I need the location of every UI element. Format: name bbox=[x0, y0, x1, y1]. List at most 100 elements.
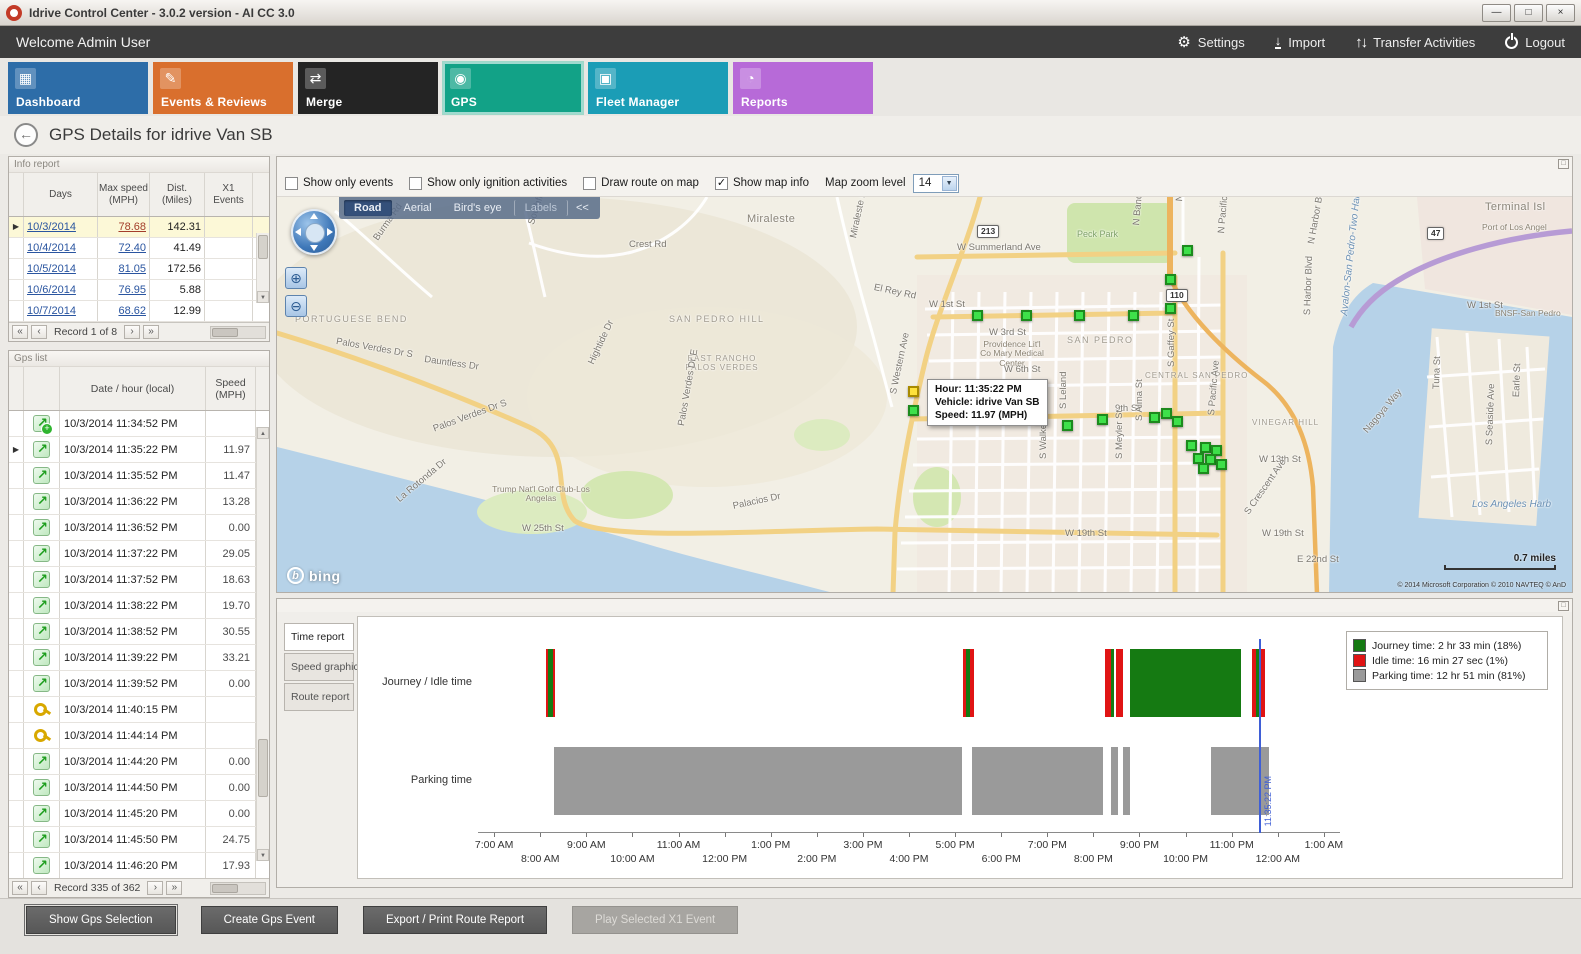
map-marker[interactable] bbox=[972, 310, 983, 321]
map-marker[interactable] bbox=[1216, 459, 1227, 470]
map-marker[interactable] bbox=[908, 405, 919, 416]
map-marker[interactable] bbox=[1172, 416, 1183, 427]
header-action-settings[interactable]: ⚙ Settings bbox=[1177, 35, 1244, 50]
pager-prev-button[interactable]: ‹ bbox=[31, 881, 47, 895]
max-speed-link[interactable]: 76.95 bbox=[118, 283, 146, 296]
pager-next-button[interactable]: › bbox=[147, 881, 164, 895]
table-row[interactable]: 10/3/2014 11:39:52 PM0.00 bbox=[9, 671, 269, 697]
info-report-vertical-scrollbar[interactable]: ▼ bbox=[256, 233, 269, 303]
footer-button-export-print-route-report[interactable]: Export / Print Route Report bbox=[362, 906, 548, 934]
nav-tile-reports[interactable]: ◔ Reports bbox=[733, 62, 873, 114]
map-marker[interactable] bbox=[1200, 442, 1211, 453]
table-row[interactable]: 10/3/2014 11:44:14 PM bbox=[9, 723, 269, 749]
max-speed-link[interactable]: 68.62 bbox=[118, 304, 146, 317]
map-zoom-in-button[interactable]: ⊕ bbox=[285, 267, 307, 289]
header-action-import[interactable]: ↓ Import bbox=[1274, 34, 1325, 50]
pager-first-button[interactable]: « bbox=[12, 325, 28, 339]
chevron-down-icon[interactable]: ▼ bbox=[941, 175, 957, 191]
map-style-road[interactable]: Road bbox=[344, 200, 392, 216]
checkbox-show-map-info[interactable]: ✓ Show map info bbox=[714, 176, 809, 190]
max-speed-link[interactable]: 81.05 bbox=[118, 262, 146, 275]
table-row[interactable]: 10/3/2014 11:34:52 PM bbox=[9, 411, 269, 437]
table-row[interactable]: 10/3/2014 11:45:20 PM0.00 bbox=[9, 801, 269, 827]
pager-last-button[interactable]: » bbox=[166, 881, 183, 895]
table-row[interactable]: 10/4/2014 72.40 41.49 bbox=[9, 238, 269, 259]
table-row[interactable]: 10/3/2014 11:36:52 PM0.00 bbox=[9, 515, 269, 541]
table-row[interactable]: 10/3/2014 11:40:15 PM bbox=[9, 697, 269, 723]
map-marker[interactable] bbox=[1097, 414, 1108, 425]
table-row[interactable]: 10/5/2014 81.05 172.56 bbox=[9, 259, 269, 280]
day-link[interactable]: 10/4/2014 bbox=[27, 241, 76, 254]
footer-button-create-gps-event[interactable]: Create Gps Event bbox=[200, 906, 338, 934]
max-speed-link[interactable]: 72.40 bbox=[118, 241, 146, 254]
table-row[interactable]: 10/6/2014 76.95 5.88 bbox=[9, 280, 269, 301]
map-marker[interactable] bbox=[1211, 445, 1222, 456]
map-marker[interactable] bbox=[1165, 303, 1176, 314]
day-link[interactable]: 10/7/2014 bbox=[27, 304, 76, 317]
table-row[interactable]: 10/3/2014 11:44:50 PM0.00 bbox=[9, 775, 269, 801]
minimize-button[interactable]: — bbox=[1482, 3, 1511, 22]
map-marker[interactable] bbox=[1198, 463, 1209, 474]
table-row[interactable]: 10/7/2014 68.62 12.99 bbox=[9, 301, 269, 322]
map-marker[interactable] bbox=[1165, 274, 1176, 285]
checkbox-draw-route-on-map[interactable]: Draw route on map bbox=[583, 176, 699, 190]
tab-speed-graphic[interactable]: Speed graphic bbox=[284, 653, 359, 681]
map-compass-control[interactable] bbox=[291, 209, 337, 255]
day-link[interactable]: 10/5/2014 bbox=[27, 262, 76, 275]
footer-button-show-gps-selection[interactable]: Show Gps Selection bbox=[26, 906, 176, 934]
pager-first-button[interactable]: « bbox=[12, 881, 28, 895]
scrollbar-thumb[interactable] bbox=[212, 327, 238, 337]
map-zoom-out-button[interactable]: ⊖ bbox=[285, 295, 307, 317]
nav-tile-merge[interactable]: ⇄ Merge bbox=[298, 62, 438, 114]
map-marker[interactable] bbox=[1205, 454, 1216, 465]
header-action-transfer-activities[interactable]: ↑↓ Transfer Activities bbox=[1355, 35, 1475, 50]
nav-tile-events-reviews[interactable]: ✎ Events & Reviews bbox=[153, 62, 293, 114]
pager-last-button[interactable]: » bbox=[143, 325, 160, 339]
pager-prev-button[interactable]: ‹ bbox=[31, 325, 47, 339]
map-marker[interactable] bbox=[1062, 420, 1073, 431]
map-marker[interactable] bbox=[1161, 408, 1172, 419]
map-marker[interactable] bbox=[1149, 412, 1160, 423]
scrollbar-thumb[interactable] bbox=[258, 739, 268, 798]
tab-time-report[interactable]: Time report bbox=[284, 623, 354, 651]
map-zoom-select[interactable]: 14 ▼ bbox=[912, 173, 959, 193]
nav-tile-fleet-manager[interactable]: ▣ Fleet Manager bbox=[588, 62, 728, 114]
back-button[interactable]: ← bbox=[14, 123, 38, 147]
nav-tile-dashboard[interactable]: ▦ Dashboard bbox=[8, 62, 148, 114]
day-link[interactable]: 10/6/2014 bbox=[27, 283, 76, 296]
checkbox-show-only-ignition-activities[interactable]: Show only ignition activities bbox=[409, 176, 567, 190]
scrollbar-thumb[interactable] bbox=[212, 883, 238, 893]
maximize-button[interactable]: □ bbox=[1514, 3, 1543, 22]
map-marker[interactable] bbox=[1182, 245, 1193, 256]
map-marker[interactable] bbox=[1186, 440, 1197, 451]
map-marker[interactable] bbox=[1021, 310, 1032, 321]
scrollbar-thumb[interactable] bbox=[258, 235, 268, 259]
map-marker[interactable] bbox=[1128, 310, 1139, 321]
close-button[interactable]: × bbox=[1546, 3, 1575, 22]
panel-maximize-icon[interactable]: □ bbox=[1558, 159, 1569, 169]
tab-route-report[interactable]: Route report bbox=[284, 683, 354, 711]
pager-horizontal-scrollbar[interactable] bbox=[210, 881, 266, 895]
panel-maximize-icon[interactable]: □ bbox=[1558, 601, 1569, 611]
map-style-aerial[interactable]: Aerial bbox=[403, 202, 432, 214]
scroll-down-button[interactable]: ▼ bbox=[257, 849, 269, 861]
day-link[interactable]: 10/3/2014 bbox=[27, 220, 76, 233]
scroll-down-button[interactable]: ▼ bbox=[257, 291, 269, 303]
map-viewport[interactable]: Miraleste Peck Park W Summerland Ave Crest … bbox=[277, 197, 1572, 592]
header-action-logout[interactable]: Logout bbox=[1505, 35, 1565, 50]
selected-map-marker[interactable] bbox=[908, 386, 919, 397]
pager-next-button[interactable]: › bbox=[124, 325, 141, 339]
table-row[interactable]: 10/3/2014 11:44:20 PM0.00 bbox=[9, 749, 269, 775]
map-style-bird-s-eye[interactable]: Bird's eye bbox=[453, 202, 502, 214]
gps-list-vertical-scrollbar[interactable]: ▲ ▼ bbox=[256, 427, 269, 861]
checkbox-show-only-events[interactable]: Show only events bbox=[285, 176, 393, 190]
